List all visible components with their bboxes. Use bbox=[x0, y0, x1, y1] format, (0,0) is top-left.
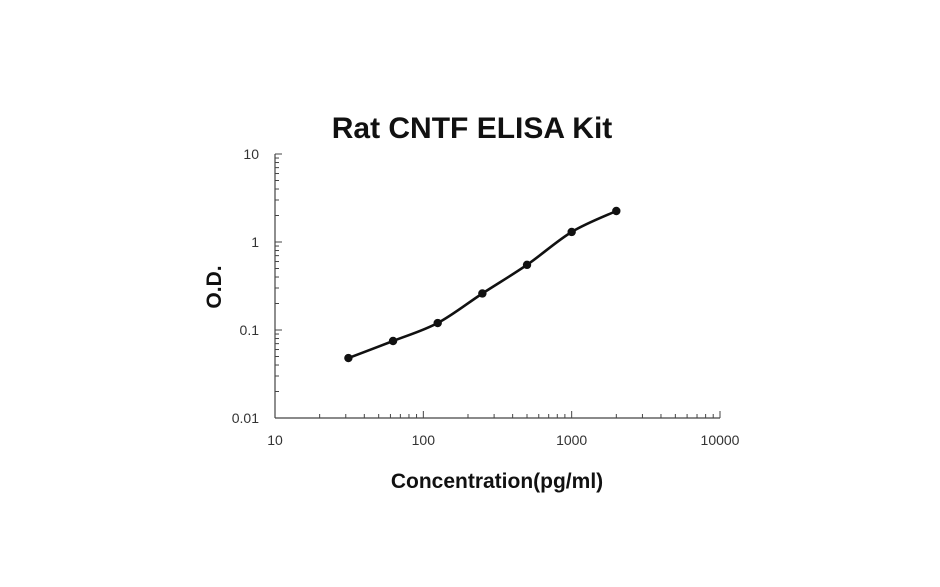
x-tick-label: 1000 bbox=[556, 432, 587, 448]
y-tick-label: 0.01 bbox=[232, 410, 259, 426]
y-tick-label: 1 bbox=[251, 234, 259, 250]
y-axis-label: O.D. bbox=[203, 265, 226, 308]
data-point bbox=[344, 353, 353, 363]
chart-title: Rat CNTF ELISA Kit bbox=[332, 112, 613, 145]
data-point bbox=[478, 289, 487, 298]
data-point bbox=[522, 260, 532, 270]
y-tick-label: 0.1 bbox=[240, 322, 260, 338]
data-point bbox=[388, 336, 398, 346]
series-line bbox=[347, 209, 618, 360]
data-point bbox=[612, 206, 621, 216]
x-tick-label: 10 bbox=[267, 432, 283, 448]
data-point bbox=[567, 227, 576, 237]
ticks: 10 100 1000 10000 0.01 0.1 1 10 bbox=[232, 146, 740, 448]
y-tick-label: 10 bbox=[243, 146, 259, 162]
x-tick-label: 100 bbox=[412, 432, 436, 448]
axes bbox=[274, 154, 720, 419]
x-axis-label: Concentration(pg/ml) bbox=[391, 470, 603, 493]
x-tick-label: 10000 bbox=[701, 432, 740, 448]
series bbox=[344, 206, 621, 363]
data-point bbox=[433, 318, 442, 328]
